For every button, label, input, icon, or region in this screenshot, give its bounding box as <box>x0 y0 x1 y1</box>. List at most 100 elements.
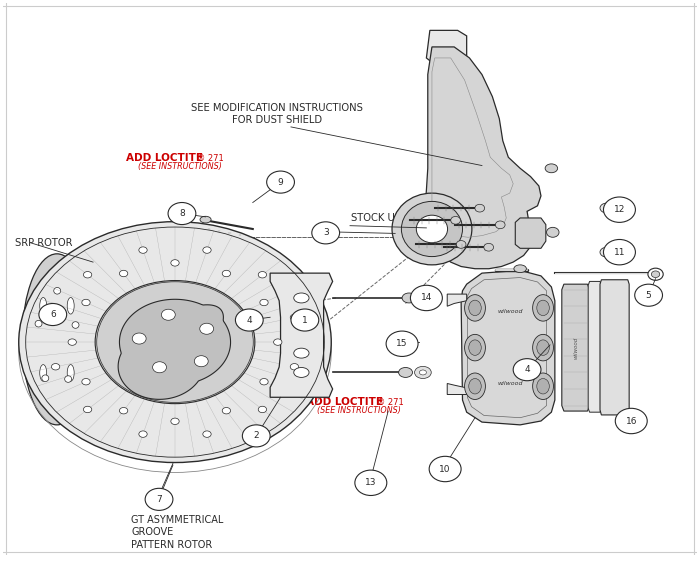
Polygon shape <box>426 30 467 62</box>
Ellipse shape <box>416 215 447 243</box>
Text: STOCK UPRIGHT / HUB: STOCK UPRIGHT / HUB <box>351 214 463 223</box>
Ellipse shape <box>484 243 494 251</box>
Ellipse shape <box>414 366 431 379</box>
Circle shape <box>145 488 173 511</box>
Ellipse shape <box>171 260 179 266</box>
Ellipse shape <box>139 247 147 254</box>
Text: GT ASYMMETRICAL
GROOVE
PATTERN ROTOR: GT ASYMMETRICAL GROOVE PATTERN ROTOR <box>132 515 223 550</box>
Polygon shape <box>588 282 601 412</box>
Ellipse shape <box>82 379 90 385</box>
Text: 16: 16 <box>626 416 637 425</box>
Ellipse shape <box>600 203 614 213</box>
Ellipse shape <box>40 365 47 381</box>
Circle shape <box>39 304 66 325</box>
Polygon shape <box>425 47 541 269</box>
Text: 3: 3 <box>323 228 328 237</box>
Text: 7: 7 <box>156 495 162 504</box>
Circle shape <box>291 309 318 331</box>
Ellipse shape <box>533 295 554 321</box>
Circle shape <box>242 425 270 447</box>
Ellipse shape <box>51 314 60 321</box>
Ellipse shape <box>64 376 71 383</box>
Circle shape <box>410 286 442 311</box>
Ellipse shape <box>260 379 268 385</box>
Circle shape <box>603 240 636 265</box>
Polygon shape <box>270 273 332 397</box>
Ellipse shape <box>120 270 128 277</box>
Circle shape <box>312 222 340 244</box>
Circle shape <box>603 197 636 222</box>
Ellipse shape <box>401 201 463 256</box>
Circle shape <box>132 333 146 344</box>
Ellipse shape <box>456 241 466 249</box>
Ellipse shape <box>475 204 484 212</box>
Ellipse shape <box>537 379 550 394</box>
Ellipse shape <box>72 321 79 328</box>
Ellipse shape <box>222 270 230 277</box>
Ellipse shape <box>67 365 74 381</box>
Ellipse shape <box>139 431 147 438</box>
Ellipse shape <box>43 306 70 373</box>
Text: wilwood: wilwood <box>573 337 578 358</box>
Ellipse shape <box>469 300 482 316</box>
Ellipse shape <box>290 364 299 370</box>
Circle shape <box>355 470 387 495</box>
Ellipse shape <box>83 272 92 278</box>
Polygon shape <box>562 284 589 411</box>
Ellipse shape <box>260 299 268 306</box>
Ellipse shape <box>398 367 412 378</box>
Text: wilwood: wilwood <box>497 381 522 386</box>
Polygon shape <box>447 384 467 394</box>
Text: ADD LOCTITE: ADD LOCTITE <box>307 397 384 407</box>
Text: 12: 12 <box>614 205 625 214</box>
Circle shape <box>635 284 662 306</box>
Ellipse shape <box>465 334 485 361</box>
Ellipse shape <box>258 406 267 413</box>
Ellipse shape <box>31 274 83 404</box>
Circle shape <box>199 323 213 334</box>
Ellipse shape <box>465 295 485 321</box>
Ellipse shape <box>392 193 472 265</box>
Ellipse shape <box>294 348 309 358</box>
Ellipse shape <box>496 221 505 229</box>
Text: 6: 6 <box>50 310 56 319</box>
Polygon shape <box>600 280 629 415</box>
Polygon shape <box>461 270 555 425</box>
Polygon shape <box>447 294 467 306</box>
Text: wilwood: wilwood <box>497 309 522 314</box>
Ellipse shape <box>54 287 61 294</box>
Ellipse shape <box>402 293 416 303</box>
Circle shape <box>386 331 418 356</box>
Text: 9: 9 <box>278 178 284 187</box>
Ellipse shape <box>19 222 331 462</box>
Circle shape <box>153 362 167 373</box>
Ellipse shape <box>648 268 663 280</box>
Ellipse shape <box>203 247 211 254</box>
Ellipse shape <box>423 296 430 301</box>
Text: 4: 4 <box>524 365 530 374</box>
Ellipse shape <box>451 217 461 224</box>
Ellipse shape <box>51 364 60 370</box>
Ellipse shape <box>533 373 554 399</box>
Ellipse shape <box>294 367 309 378</box>
Text: (SEE INSTRUCTIONS): (SEE INSTRUCTIONS) <box>316 406 400 415</box>
Ellipse shape <box>600 247 614 257</box>
Circle shape <box>195 356 208 367</box>
Ellipse shape <box>537 300 550 316</box>
Ellipse shape <box>465 373 485 399</box>
Text: 10: 10 <box>440 465 451 473</box>
Ellipse shape <box>22 254 92 425</box>
Circle shape <box>235 309 263 331</box>
Ellipse shape <box>222 407 230 414</box>
Ellipse shape <box>604 250 610 254</box>
Ellipse shape <box>35 320 42 327</box>
Text: SRP ROTOR: SRP ROTOR <box>15 238 73 248</box>
Circle shape <box>429 456 461 482</box>
Ellipse shape <box>604 206 610 210</box>
Ellipse shape <box>203 431 211 438</box>
Ellipse shape <box>40 297 47 314</box>
Text: 4: 4 <box>246 315 252 324</box>
Ellipse shape <box>120 407 128 414</box>
Ellipse shape <box>469 340 482 355</box>
Circle shape <box>513 358 541 381</box>
